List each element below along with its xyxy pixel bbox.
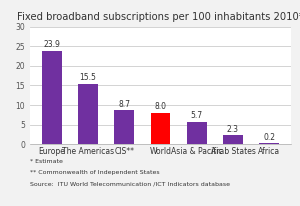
- Bar: [114, 110, 134, 144]
- Text: * Estimate: * Estimate: [30, 159, 63, 164]
- Text: 8.0: 8.0: [154, 102, 166, 111]
- Title: Fixed broadband subscriptions per 100 inhabitants 2010*: Fixed broadband subscriptions per 100 in…: [17, 12, 300, 22]
- Bar: [223, 135, 243, 144]
- Bar: [187, 122, 207, 144]
- Bar: [42, 51, 62, 144]
- Text: ** Commonwealth of Independent States: ** Commonwealth of Independent States: [30, 170, 160, 175]
- Text: 5.7: 5.7: [191, 111, 203, 120]
- Bar: [78, 84, 98, 144]
- Text: 2.3: 2.3: [227, 125, 239, 134]
- Text: 23.9: 23.9: [44, 40, 60, 49]
- Text: 8.7: 8.7: [118, 99, 130, 109]
- Bar: [259, 143, 279, 144]
- Text: 0.2: 0.2: [263, 133, 275, 142]
- Text: Source:  ITU World Telecommunication /ICT Indicators database: Source: ITU World Telecommunication /ICT…: [30, 181, 230, 186]
- Bar: [151, 113, 170, 144]
- Text: 15.5: 15.5: [80, 73, 97, 82]
